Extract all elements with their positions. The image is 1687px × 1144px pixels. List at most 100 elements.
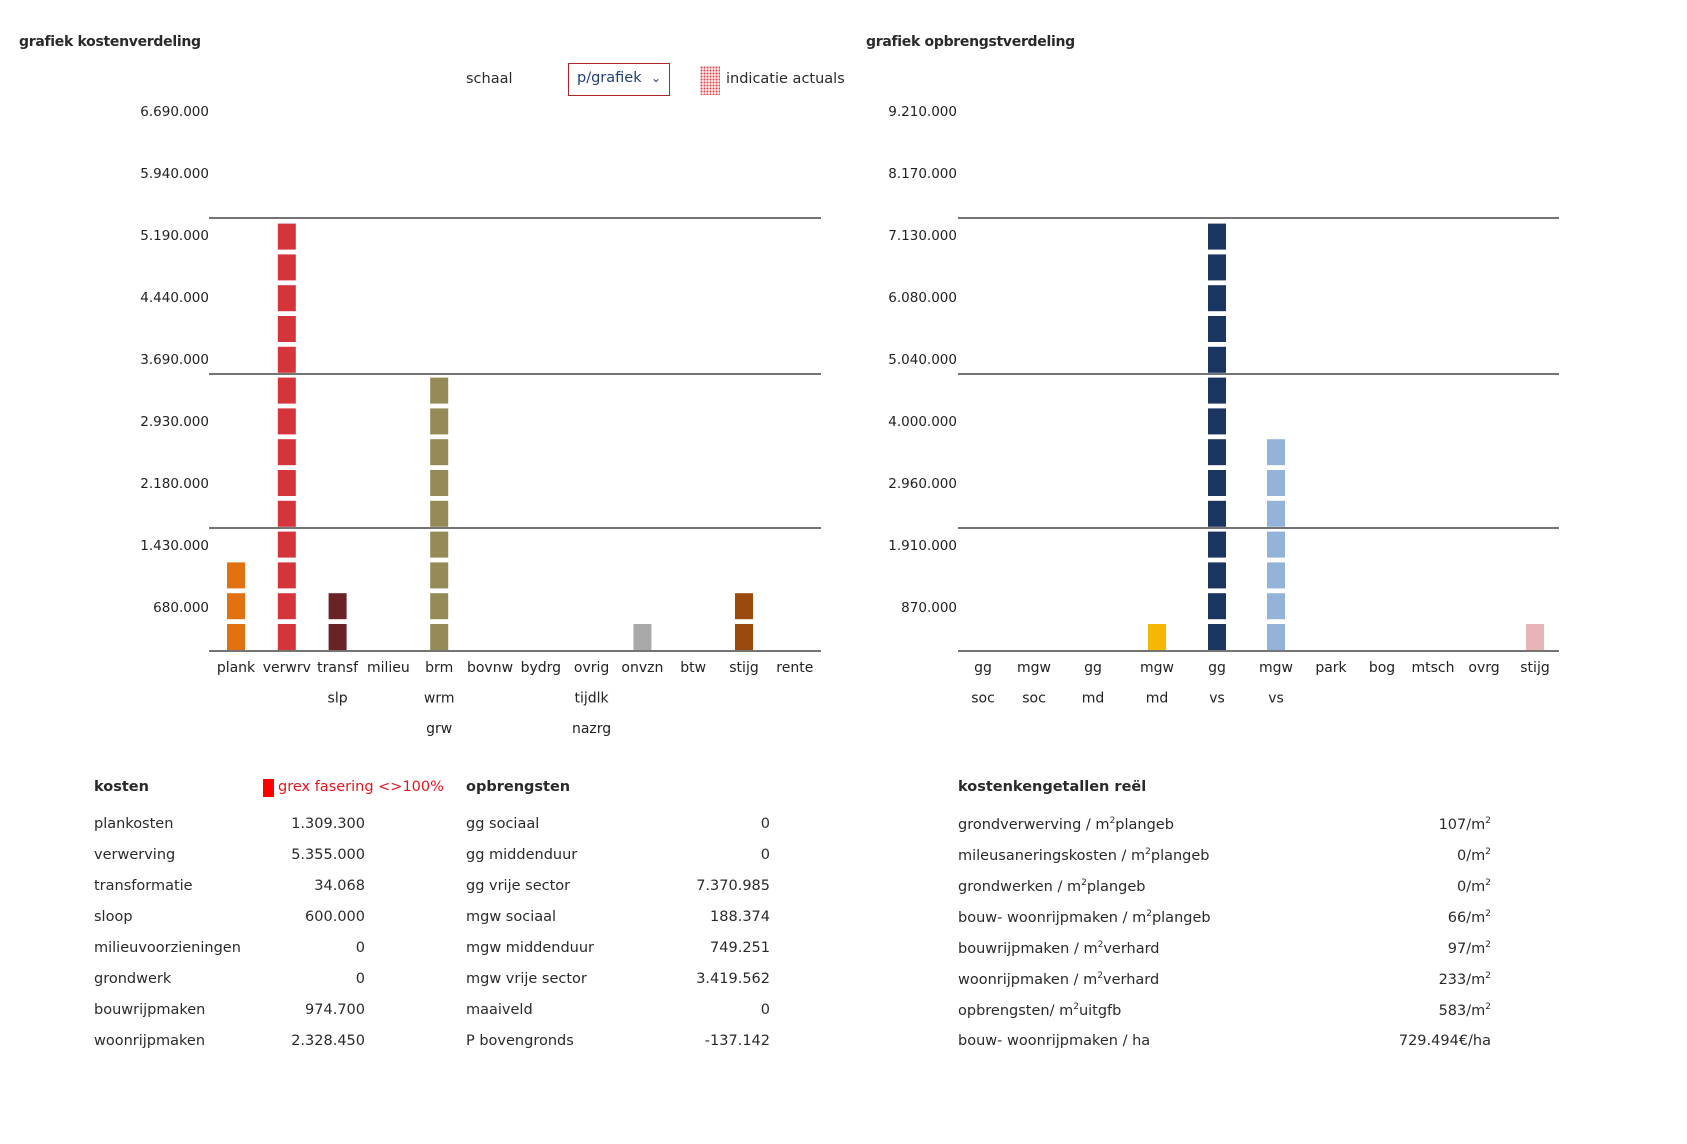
bar-block bbox=[277, 346, 296, 373]
y-tick-label: 2.930.000 bbox=[140, 414, 209, 430]
bar-block bbox=[277, 223, 296, 250]
bar-block bbox=[1267, 593, 1285, 620]
grex-flag-swatch bbox=[263, 779, 274, 797]
opbrengsten-row-label: mgw sociaal bbox=[466, 909, 557, 925]
bar-block bbox=[1267, 531, 1285, 558]
kosten-row-label: transformatie bbox=[94, 878, 193, 894]
kengetal-row-value: 583/m2 bbox=[1438, 1002, 1491, 1019]
x-category-label: mgw bbox=[1140, 660, 1174, 676]
bar-block bbox=[430, 624, 449, 650]
kosten-row-value: 0 bbox=[355, 940, 365, 956]
x-category-label: slp bbox=[328, 691, 348, 707]
kengetal-row-label: woonrijpmaken / m2verhard bbox=[958, 971, 1160, 988]
bar-block bbox=[227, 562, 245, 589]
bar-block bbox=[430, 500, 449, 527]
bar-block bbox=[1267, 624, 1285, 650]
cost-chart-title: grafiek kostenverdeling bbox=[19, 34, 201, 50]
kengetal-row-label: opbrengsten/ m2uitgfb bbox=[958, 1002, 1122, 1019]
x-category-label: bog bbox=[1369, 660, 1395, 676]
bar-block bbox=[1267, 470, 1285, 496]
kosten-row-value: 974.700 bbox=[305, 1002, 365, 1018]
kengetal-row-value: 0/m2 bbox=[1457, 878, 1491, 895]
scale-select[interactable]: p/grafiek ⌄ bbox=[568, 63, 670, 96]
bar-block bbox=[1208, 408, 1226, 435]
x-category-label: onvzn bbox=[621, 660, 663, 676]
bar-block bbox=[1208, 223, 1226, 250]
y-tick-label: 8.170.000 bbox=[888, 166, 957, 182]
bar-block bbox=[1208, 254, 1226, 281]
opbrengsten-row-value: 7.370.985 bbox=[696, 878, 770, 894]
x-category-label: soc bbox=[971, 691, 995, 707]
grex-flag-label: grex fasering <>100% bbox=[278, 779, 444, 795]
bar-block bbox=[1208, 531, 1226, 558]
kosten-row-label: sloop bbox=[94, 909, 133, 925]
y-tick-label: 6.080.000 bbox=[888, 290, 957, 306]
bar-block bbox=[633, 624, 652, 650]
kengetal-row-value: 0/m2 bbox=[1457, 847, 1491, 864]
y-tick-label: 2.180.000 bbox=[140, 476, 209, 492]
bar-block bbox=[1267, 500, 1285, 527]
x-category-label: gg bbox=[1208, 660, 1226, 676]
x-category-label: md bbox=[1082, 691, 1105, 707]
bar-block bbox=[277, 377, 296, 404]
y-tick-label: 6.690.000 bbox=[140, 104, 209, 120]
x-category-label: grw bbox=[426, 721, 452, 737]
bar-block bbox=[277, 624, 296, 650]
x-category-label: vs bbox=[1209, 691, 1225, 707]
opbrengsten-row-value: -137.142 bbox=[704, 1033, 770, 1049]
kengetal-row-label: mileusaneringskosten / m2plangeb bbox=[958, 847, 1210, 864]
bar-block bbox=[1208, 593, 1226, 620]
y-tick-label: 1.430.000 bbox=[140, 538, 209, 554]
kosten-row-label: bouwrijpmaken bbox=[94, 1002, 206, 1018]
bar-block bbox=[1148, 624, 1166, 650]
bar-block bbox=[1208, 624, 1226, 650]
x-category-label: mgw bbox=[1017, 660, 1051, 676]
x-category-label: gg bbox=[1084, 660, 1102, 676]
bar-block bbox=[1208, 500, 1226, 527]
kengetal-row-value: 729.494€/ha bbox=[1398, 1033, 1491, 1049]
kengetal-row-label: grondwerken / m2plangeb bbox=[958, 878, 1146, 895]
bar-block bbox=[277, 531, 296, 558]
y-tick-label: 9.210.000 bbox=[888, 104, 957, 120]
bar-block bbox=[1267, 439, 1285, 466]
x-category-label: stijg bbox=[729, 660, 758, 676]
y-tick-label: 5.040.000 bbox=[888, 352, 957, 368]
kosten-row-value: 1.309.300 bbox=[291, 816, 365, 832]
chevron-down-icon: ⌄ bbox=[650, 71, 661, 85]
opbrengsten-header: opbrengsten bbox=[466, 779, 571, 795]
y-tick-label: 5.190.000 bbox=[140, 228, 209, 244]
opbrengsten-row-value: 3.419.562 bbox=[696, 971, 770, 987]
x-category-label: bydrg bbox=[521, 660, 561, 676]
bar-block bbox=[277, 470, 296, 496]
x-category-label: rente bbox=[776, 660, 813, 676]
bar-block bbox=[735, 593, 753, 620]
opbrengsten-row-label: mgw vrije sector bbox=[466, 971, 587, 987]
kosten-header: kosten bbox=[94, 779, 149, 795]
x-category-label: park bbox=[1315, 660, 1347, 676]
scale-label: schaal bbox=[466, 71, 513, 87]
y-tick-label: 4.440.000 bbox=[140, 290, 209, 306]
x-category-label: vs bbox=[1268, 691, 1284, 707]
bar-block bbox=[277, 408, 296, 435]
kengetal-row-label: bouwrijpmaken / m2verhard bbox=[958, 940, 1160, 957]
y-tick-label: 1.910.000 bbox=[888, 538, 957, 554]
kosten-row-value: 600.000 bbox=[305, 909, 365, 925]
actuals-legend-swatch bbox=[700, 66, 720, 95]
x-category-label: plank bbox=[217, 660, 256, 676]
kosten-row-label: milieuvoorzieningen bbox=[94, 940, 241, 956]
revenue-chart-title: grafiek opbrengstverdeling bbox=[866, 34, 1075, 50]
bar-block bbox=[430, 531, 449, 558]
bar-block bbox=[1208, 377, 1226, 404]
x-category-label: mgw bbox=[1259, 660, 1293, 676]
bar-block bbox=[430, 377, 449, 404]
opbrengsten-row-value: 0 bbox=[760, 816, 770, 832]
kengetal-row-label: bouw- woonrijpmaken / ha bbox=[958, 1033, 1151, 1049]
opbrengsten-row-value: 188.374 bbox=[710, 909, 770, 925]
kosten-row-value: 2.328.450 bbox=[291, 1033, 365, 1049]
y-tick-label: 5.940.000 bbox=[140, 166, 209, 182]
bar-block bbox=[430, 408, 449, 435]
bar-block bbox=[1208, 285, 1226, 312]
x-category-label: verwrv bbox=[263, 660, 311, 676]
x-category-label: brm bbox=[425, 660, 453, 676]
x-category-label: stijg bbox=[1520, 660, 1549, 676]
